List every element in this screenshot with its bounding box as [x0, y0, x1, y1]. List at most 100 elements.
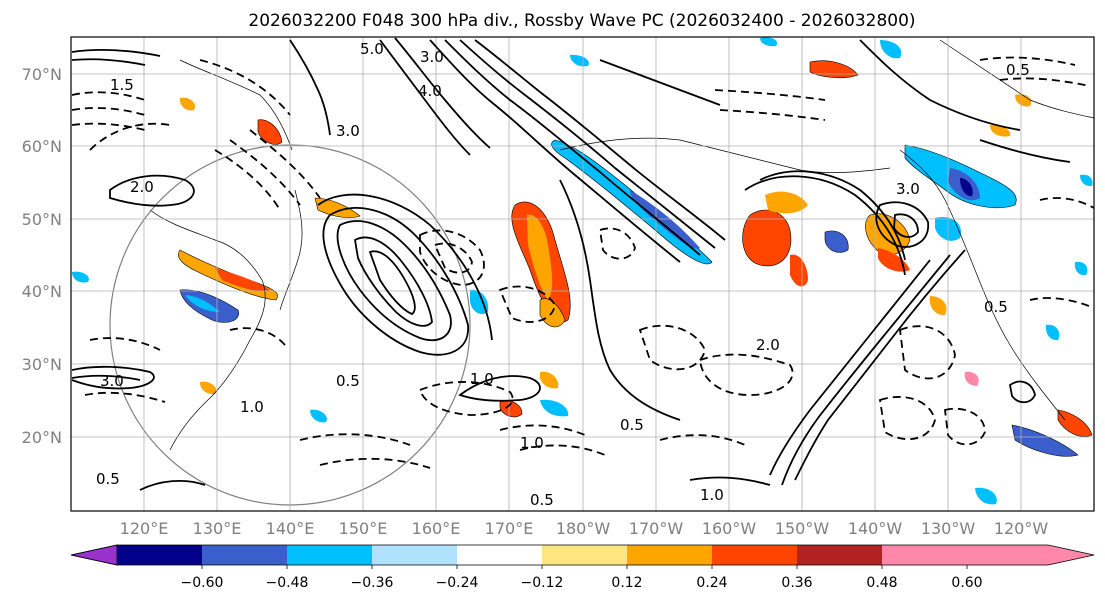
contour-line	[474, 39, 726, 241]
lat-label: 50°N	[22, 210, 62, 229]
contour-line	[71, 49, 161, 57]
solid-contours	[71, 37, 1071, 491]
contour-line	[944, 407, 986, 446]
contour-label: 2.0	[756, 336, 780, 354]
contour-line	[336, 220, 452, 342]
contour-line	[459, 39, 716, 249]
positive-divergence-patch	[540, 371, 559, 389]
contour-label: 1.0	[470, 370, 494, 388]
colorbar-ticks	[201, 565, 968, 569]
contour-line	[419, 229, 485, 286]
latitude-labels: 70°N 60°N 50°N 40°N 30°N 20°N	[22, 65, 62, 447]
colorbar-tick-label: −0.12	[521, 575, 564, 591]
contour-line	[379, 39, 471, 156]
contour-line	[71, 122, 146, 131]
positive-divergence-patch	[929, 296, 947, 316]
contour-line	[458, 375, 541, 402]
contour-line	[214, 149, 281, 211]
lon-label: 140°W	[848, 519, 903, 538]
contour-label: 0.5	[530, 491, 554, 509]
colorbar-min-extension	[70, 544, 118, 566]
longitude-labels: 120°E 130°E 140°E 150°E 160°E 170°E 180°…	[120, 519, 1049, 538]
positive-divergence-patch	[809, 60, 859, 79]
positive-divergence-patch	[200, 381, 217, 395]
contour-line	[84, 391, 166, 403]
contour-line	[638, 324, 706, 371]
contour-line	[89, 122, 171, 151]
lon-label: 170°W	[629, 519, 684, 538]
lon-label: 130°E	[193, 519, 242, 538]
contour-line	[433, 242, 473, 274]
contour-label: 3.0	[420, 48, 444, 66]
negative-divergence-patch	[960, 178, 973, 197]
contour-label: 1.0	[700, 486, 724, 504]
colorbar-segment	[542, 545, 627, 565]
contour-line	[878, 396, 936, 441]
contour-line	[299, 433, 411, 446]
colorbar-tick-label: 0.12	[611, 575, 642, 591]
contour-line	[659, 434, 746, 446]
colorbar-tick-label: 0.24	[696, 575, 727, 591]
colorbar-segment	[882, 545, 967, 565]
negative-divergence-patch	[470, 289, 489, 315]
negative-divergence-patch	[310, 409, 327, 423]
contour-line	[875, 201, 929, 248]
colorbar-tick-label: 0.48	[866, 575, 897, 591]
contour-label: 5.0	[360, 40, 384, 58]
colorbar-tick-label: 0.36	[781, 575, 812, 591]
lon-label: 120°W	[994, 519, 1049, 538]
contour-line	[71, 374, 141, 381]
contour-line	[444, 39, 701, 256]
contour-line	[598, 227, 636, 260]
contour-label: 4.0	[418, 82, 442, 100]
contour-line	[1039, 197, 1095, 209]
contour-label: 0.5	[1006, 61, 1030, 79]
colorbar-tick-label: −0.48	[266, 575, 309, 591]
contour-line	[317, 193, 493, 341]
contour-label: 0.5	[620, 416, 644, 434]
lon-label: 170°E	[485, 519, 534, 538]
contour-line	[714, 89, 826, 101]
lon-label: 180°W	[556, 519, 611, 538]
lat-label: 40°N	[22, 282, 62, 301]
positive-divergence-patch	[179, 97, 196, 111]
contour-labels: 1.0 1.0 1.0 0.5 0.5 0.5 0.5 0.5 1.5 2.0 …	[96, 40, 1030, 509]
map-panel: 1.0 1.0 1.0 0.5 0.5 0.5 0.5 0.5 1.5 2.0 …	[70, 36, 1095, 512]
contour-label: 0.5	[336, 372, 360, 390]
colorbar-segment	[287, 545, 372, 565]
contour-label: 0.5	[984, 298, 1008, 316]
contour-line	[199, 59, 291, 116]
colorbar-segment	[797, 545, 882, 565]
positive-divergence-patch	[878, 248, 910, 272]
contour-line	[759, 170, 906, 261]
colorbar-tick-labels: −0.60 −0.48 −0.36 −0.24 −0.12 0.12 0.24 …	[181, 575, 983, 591]
contour-line	[71, 365, 155, 390]
contour-line	[794, 249, 966, 481]
positive-divergence-patch	[215, 268, 270, 292]
negative-divergence-patch	[185, 295, 220, 312]
colorbar-tick-label: −0.36	[351, 575, 394, 591]
contour-line	[1029, 297, 1095, 309]
lon-label: 150°E	[339, 519, 388, 538]
negative-divergence-patch	[880, 40, 902, 59]
contour-line	[418, 381, 514, 416]
negative-divergence-patch	[824, 230, 849, 253]
contour-line	[394, 37, 491, 149]
contour-label: 3.0	[100, 372, 124, 390]
contour-line	[354, 236, 433, 327]
japan-coastline	[279, 189, 303, 311]
contour-line	[229, 139, 301, 206]
negative-divergence-patch	[760, 37, 778, 47]
negative-divergence-patch	[1074, 261, 1088, 276]
lat-label: 60°N	[22, 137, 62, 156]
colorbar-tick-label: −0.24	[436, 575, 479, 591]
colorbar-tick-label: −0.60	[181, 575, 224, 591]
gridlines	[71, 37, 1094, 511]
contour-line	[719, 109, 826, 121]
contour-line	[368, 250, 416, 316]
contour-line	[979, 139, 1071, 163]
contour-line	[499, 424, 586, 436]
negative-divergence-patch	[1011, 424, 1079, 457]
contour-label: 3.0	[896, 180, 920, 198]
